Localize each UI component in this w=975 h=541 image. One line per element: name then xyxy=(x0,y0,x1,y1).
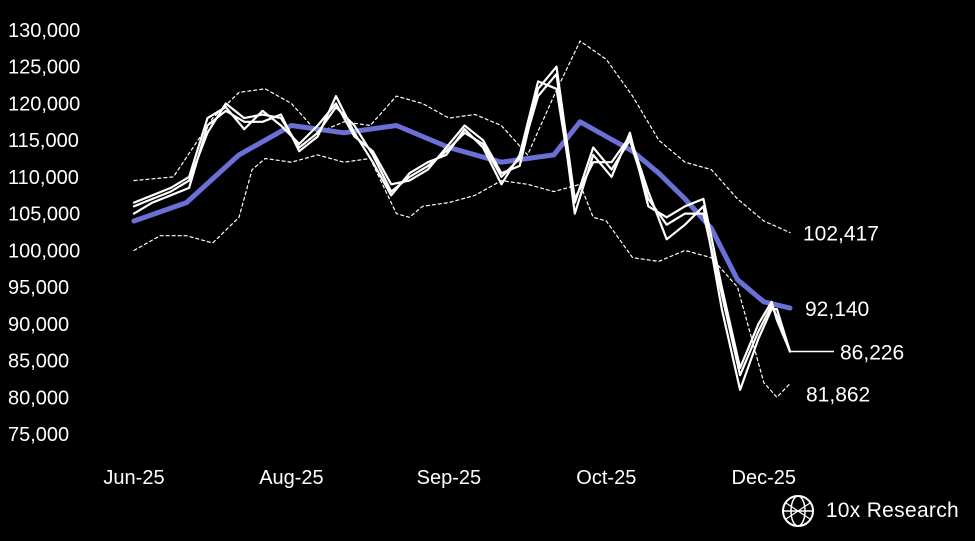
y-tick-label: 125,000 xyxy=(8,57,80,79)
brand: 10x Research xyxy=(780,493,959,529)
series-layer xyxy=(131,40,834,398)
y-tick-label: 85,000 xyxy=(8,351,69,373)
y-tick-label: 130,000 xyxy=(8,20,80,42)
y-tick-label: 105,000 xyxy=(8,204,80,226)
x-tick-label: Jun-25 xyxy=(103,467,164,489)
globe-logo-icon xyxy=(781,495,814,527)
y-tick-label: 80,000 xyxy=(8,387,69,409)
lower-band-line xyxy=(133,154,791,398)
upper-band-line xyxy=(133,40,791,234)
y-axis: 130,000 125,000 120,000 115,000 110,000 105,0… xyxy=(8,20,80,446)
moving-average-line xyxy=(131,119,793,311)
y-tick-label: 95,000 xyxy=(8,277,69,299)
end-value-label: 81,862 xyxy=(806,384,870,407)
brand-name: 10x Research xyxy=(825,499,959,522)
end-value-label: 102,417 xyxy=(803,223,879,246)
price-line xyxy=(132,72,792,369)
x-tick-label: Oct-25 xyxy=(576,467,636,489)
x-tick-label: Sep-25 xyxy=(417,467,482,489)
price-line xyxy=(132,80,792,377)
y-tick-label: 90,000 xyxy=(8,314,69,336)
x-tick-label: Aug-25 xyxy=(259,467,324,489)
x-tick-label: Dec-25 xyxy=(732,467,796,489)
end-value-label: 92,140 xyxy=(805,298,869,321)
end-labels: 102,417 92,140 86,226 81,862 xyxy=(803,223,904,407)
x-axis: Jun-25 Aug-25 Sep-25 Oct-25 Dec-25 xyxy=(103,467,796,489)
end-value-label: 86,226 xyxy=(840,342,904,365)
y-tick-label: 115,000 xyxy=(8,130,79,152)
y-tick-label: 110,000 xyxy=(8,167,79,189)
price-line xyxy=(132,65,792,391)
y-tick-label: 100,000 xyxy=(8,240,80,262)
y-tick-label: 75,000 xyxy=(8,424,69,446)
y-tick-label: 120,000 xyxy=(8,93,80,115)
